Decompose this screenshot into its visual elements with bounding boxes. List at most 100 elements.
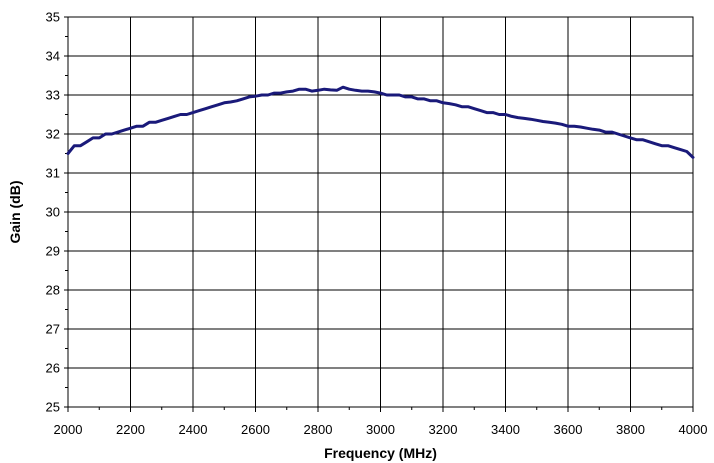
gain-data-point <box>523 117 526 120</box>
x-tick-label: 3600 <box>554 422 583 437</box>
y-tick-label: 25 <box>46 400 60 415</box>
gain-data-point <box>223 102 226 104</box>
gain-data-point <box>623 135 626 137</box>
gain-data-point <box>460 105 463 108</box>
x-tick-label: 2000 <box>54 422 83 437</box>
gain-data-point <box>142 125 144 127</box>
gain-data-point <box>167 117 169 120</box>
gain-data-point <box>285 91 288 93</box>
gain-data-point <box>448 102 451 105</box>
y-tick-labels: 25 26 27 28 29 30 31 32 33 34 35 <box>46 10 60 415</box>
gain-data-point <box>610 131 613 133</box>
y-tick-label: 32 <box>46 127 60 142</box>
gain-data-point <box>110 133 113 135</box>
gain-data-point <box>535 119 538 122</box>
gain-data-point <box>598 129 601 131</box>
gain-data-point <box>504 113 507 116</box>
gain-data-point <box>242 98 244 100</box>
y-tick-label: 31 <box>46 166 60 181</box>
gain-data-point <box>179 113 182 116</box>
gain-data-point <box>617 133 619 135</box>
gain-data-point <box>79 144 82 147</box>
gain-data-point <box>529 118 532 120</box>
gain-data-point <box>354 89 357 92</box>
x-tick-label: 2600 <box>241 422 270 437</box>
gain-data-point <box>310 90 313 92</box>
gain-data-point <box>210 105 213 108</box>
x-tick-label: 2400 <box>179 422 208 437</box>
x-tick-label: 3000 <box>366 422 395 437</box>
gain-data-point <box>342 86 344 88</box>
x-tick-labels: 2000 2200 2400 2600 2800 3000 3200 3400 3600 3800… <box>54 422 708 437</box>
gain-data-point <box>398 94 401 96</box>
x-tick-label: 3800 <box>616 422 645 437</box>
gain-data-point <box>198 109 201 112</box>
gain-data-point <box>423 98 426 100</box>
gain-data-point <box>498 113 501 116</box>
gain-data-point <box>304 88 307 90</box>
gain-data-point <box>279 92 282 94</box>
gain-data-point <box>335 89 338 92</box>
gain-data-point <box>467 105 469 108</box>
gain-data-point <box>667 144 669 147</box>
gain-data-point <box>160 119 163 122</box>
gain-data-point <box>92 137 94 139</box>
gain-data-point <box>479 109 482 112</box>
gain-data-point <box>492 111 494 114</box>
gain-data-point <box>379 92 382 94</box>
y-tick-label: 33 <box>46 88 60 103</box>
gain-data-point <box>642 139 644 141</box>
gain-data-point <box>517 116 519 119</box>
gain-data-point <box>73 144 76 147</box>
tick-marks <box>64 16 694 412</box>
gain-data-point <box>104 133 107 135</box>
gain-data-point <box>660 144 663 147</box>
gain-data-point <box>360 90 363 92</box>
gain-data-point <box>629 137 632 139</box>
gain-data-point <box>573 125 576 127</box>
gain-data-point <box>298 88 301 90</box>
gain-data-point <box>248 96 251 98</box>
gain-data-point <box>567 125 569 127</box>
y-tick-label: 29 <box>46 244 60 259</box>
gain-data-point <box>392 94 394 96</box>
gain-data-point <box>635 139 638 141</box>
gain-data-point <box>323 88 326 90</box>
gain-data-point <box>373 91 376 93</box>
gain-data-point <box>435 100 438 102</box>
grid-lines <box>67 16 694 408</box>
gain-data-point <box>273 92 276 94</box>
series-group <box>66 85 695 159</box>
y-tick-label: 34 <box>46 49 60 64</box>
y-tick-label: 30 <box>46 205 60 220</box>
gain-data-point <box>317 89 319 92</box>
x-tick-label: 3400 <box>491 422 520 437</box>
gain-data-point <box>410 96 413 98</box>
gain-data-point <box>254 95 257 97</box>
gain-data-point <box>417 98 419 100</box>
gain-data-point <box>185 113 188 116</box>
gain-data-point <box>367 90 369 92</box>
gain-data-point <box>123 129 126 131</box>
gain-data-point <box>429 100 432 102</box>
gain-data-point <box>148 121 151 124</box>
gain-data-point <box>67 152 69 155</box>
y-tick-label: 35 <box>46 10 60 25</box>
gain-data-point <box>510 115 513 118</box>
gain-data-point <box>554 122 557 124</box>
y-tick-label: 26 <box>46 361 60 376</box>
gain-data-point <box>292 90 294 92</box>
gain-data-point <box>98 137 101 139</box>
gain-data-point <box>692 156 694 159</box>
gain-data-point <box>129 127 132 129</box>
gain-data-point <box>560 123 563 126</box>
gain-data-point <box>454 103 457 106</box>
gain-data-point <box>217 103 219 106</box>
gain-data-point <box>592 128 594 131</box>
gain-data-point <box>235 100 238 102</box>
gain-data-point <box>648 141 651 143</box>
x-tick-label: 3200 <box>429 422 458 437</box>
gain-data-point <box>404 96 407 98</box>
y-tick-label: 28 <box>46 283 60 298</box>
